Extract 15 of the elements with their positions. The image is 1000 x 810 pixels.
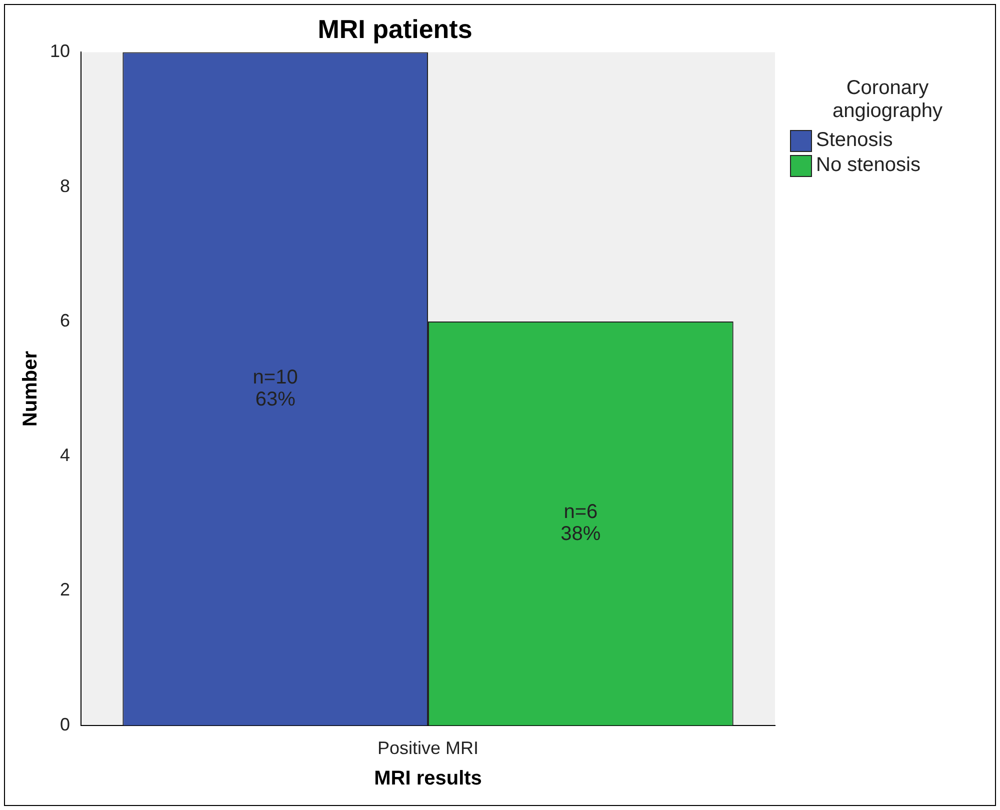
y-tick-label: 6	[60, 310, 70, 330]
data-label: n=6 38%	[560, 500, 601, 545]
y-tick-label: 8	[60, 176, 70, 196]
chart-title: MRI patients	[318, 14, 472, 44]
y-tick-label: 0	[60, 714, 70, 734]
x-tick-label: Positive MRI	[377, 738, 479, 758]
y-tick-label: 10	[50, 41, 70, 62]
y-tick-label: 2	[60, 580, 70, 600]
y-tick-label: 4	[60, 445, 70, 466]
data-label: n=10 63%	[252, 366, 298, 410]
legend-title: Coronary angiography	[831, 77, 944, 123]
text: Stenosis	[816, 129, 893, 152]
x-axis-title: MRI results	[374, 768, 482, 790]
legend-label: No stenosis	[816, 154, 920, 177]
y-axis-title: Number	[20, 350, 42, 427]
